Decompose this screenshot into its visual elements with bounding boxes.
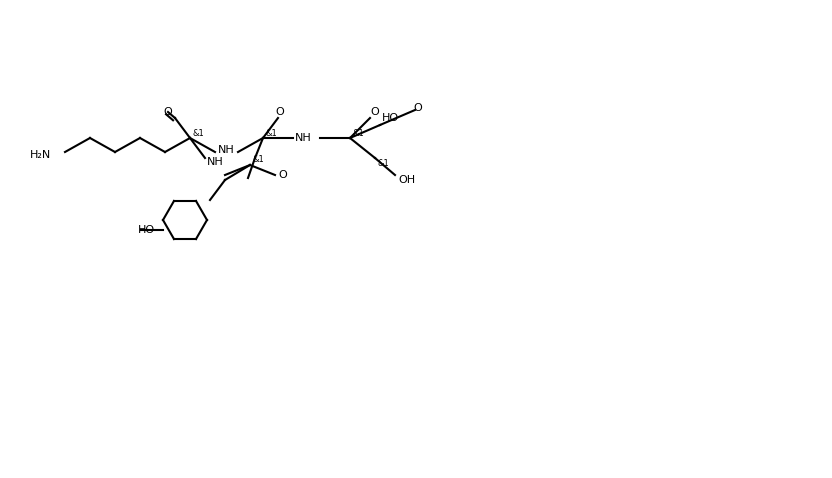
- Text: NH: NH: [218, 145, 235, 155]
- Text: OH: OH: [398, 175, 415, 185]
- Text: NH: NH: [207, 157, 224, 167]
- Text: &1: &1: [353, 129, 364, 138]
- Text: &1: &1: [266, 129, 278, 138]
- Text: O: O: [370, 107, 379, 117]
- Text: O: O: [164, 107, 172, 117]
- Text: H₂N: H₂N: [30, 150, 52, 160]
- Text: HO: HO: [138, 225, 155, 235]
- Text: NH: NH: [295, 133, 312, 143]
- Text: O: O: [414, 103, 423, 113]
- Text: &1: &1: [378, 159, 389, 167]
- Text: HO: HO: [382, 113, 399, 123]
- Text: &1: &1: [193, 129, 205, 138]
- Text: &1: &1: [253, 155, 265, 164]
- Text: O: O: [275, 107, 285, 117]
- Text: O: O: [278, 170, 287, 180]
